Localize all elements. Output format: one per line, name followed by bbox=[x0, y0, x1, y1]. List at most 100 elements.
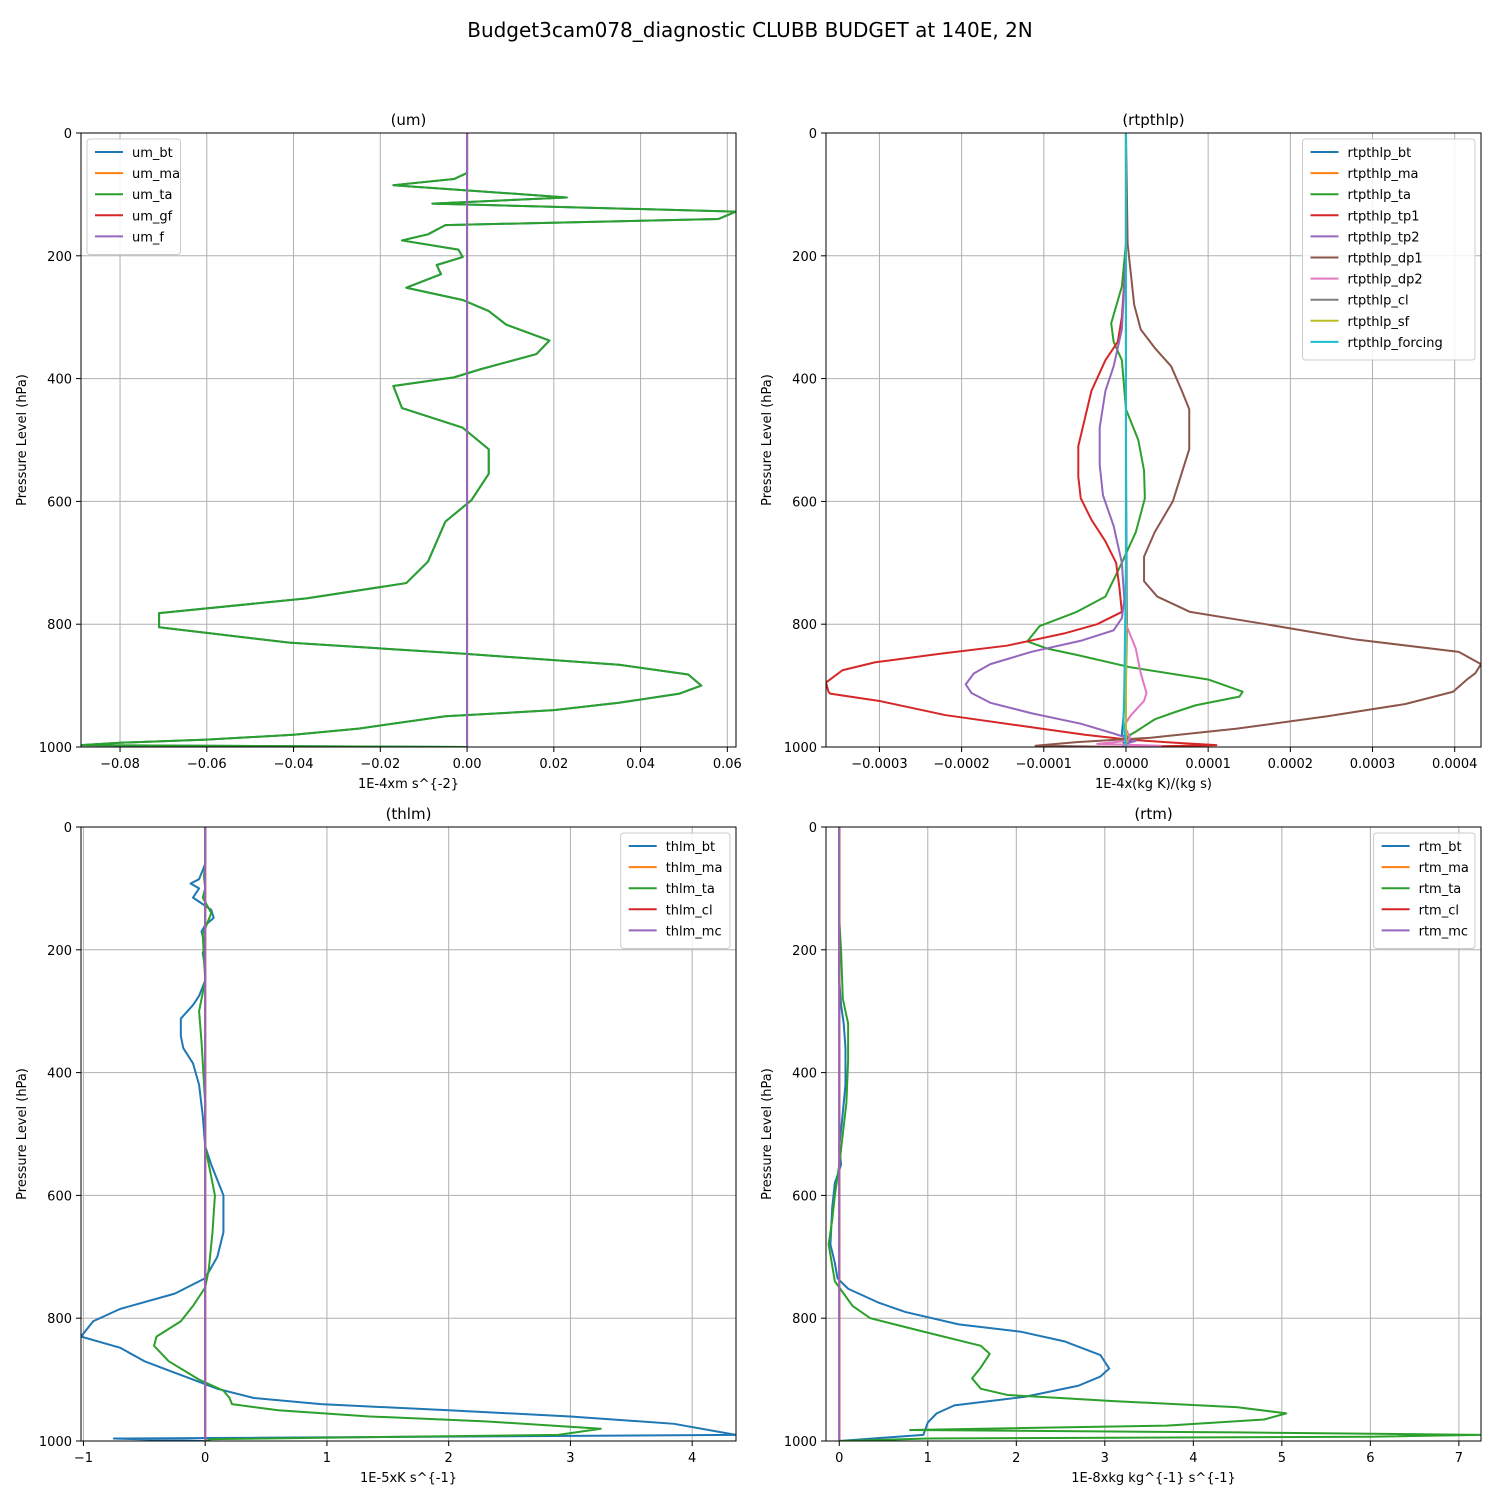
series-line-rtpthlp_forcing bbox=[1122, 133, 1127, 747]
thlm-ytick-label-5: 1000 bbox=[39, 1435, 72, 1450]
um-ytick-label-1: 200 bbox=[47, 250, 72, 265]
thlm-ytick-label-3: 600 bbox=[47, 1189, 72, 1204]
panel-thlm: −1 0 1 2 3 4 0 200 400 600 800 1000 (thlm) 1E-5xK s^{… bbox=[15, 805, 737, 1486]
rtpthlp-series-group bbox=[826, 133, 1481, 747]
um-xtick-label-4: 0.00 bbox=[453, 757, 482, 772]
rtm-axes-frame bbox=[825, 826, 1482, 1442]
series-line-rtpthlp_dp1 bbox=[1034, 133, 1481, 747]
legend-label-um_ma: um_ma bbox=[132, 167, 180, 182]
legend-label-rtpthlp_forcing: rtpthlp_forcing bbox=[1348, 336, 1443, 351]
legend-label-rtpthlp_tp2: rtpthlp_tp2 bbox=[1348, 230, 1420, 245]
legend-label-thlm_mc: thlm_mc bbox=[666, 924, 722, 939]
rtm-xtick-label-4: 4 bbox=[1189, 1451, 1197, 1466]
rtpthlp-ytick-label-0: 0 bbox=[809, 127, 817, 142]
thlm-x-axis-label: 1E-5xK s^{-1} bbox=[360, 1471, 457, 1486]
rtpthlp-xtick-label-5: 0.0002 bbox=[1268, 757, 1314, 772]
rtpthlp-xtick-label-1: −0.0002 bbox=[933, 757, 989, 772]
um-y-axis-label: Pressure Level (hPa) bbox=[15, 374, 30, 506]
legend-label-rtpthlp_dp1: rtpthlp_dp1 bbox=[1348, 252, 1423, 267]
legend-label-thlm_ta: thlm_ta bbox=[666, 882, 715, 897]
thlm-series-group bbox=[81, 827, 736, 1441]
rtm-xtick-label-5: 5 bbox=[1278, 1451, 1286, 1466]
rtpthlp-ytick-label-2: 400 bbox=[792, 373, 817, 388]
rtm-y-axis-label: Pressure Level (hPa) bbox=[760, 1068, 775, 1200]
um-xtick-label-0: −0.08 bbox=[100, 757, 140, 772]
legend-label-rtm_bt: rtm_bt bbox=[1419, 840, 1462, 855]
rtpthlp-axes-frame bbox=[825, 132, 1482, 748]
figure-suptitle: Budget3cam078_diagnostic CLUBB BUDGET at… bbox=[467, 18, 1033, 42]
rtm-legend-frame bbox=[1373, 832, 1476, 949]
um-ytick-label-5: 1000 bbox=[39, 741, 72, 756]
um-legend-frame bbox=[86, 138, 181, 255]
series-line-rtpthlp_tp1 bbox=[826, 133, 1218, 747]
rtm-ytick-label-5: 1000 bbox=[784, 1435, 817, 1450]
legend-label-rtm_mc: rtm_mc bbox=[1419, 924, 1468, 939]
um-ytick-label-3: 600 bbox=[47, 495, 72, 510]
um-panel-title: (um) bbox=[391, 111, 427, 129]
rtm-xtick-label-7: 7 bbox=[1455, 1451, 1463, 1466]
um-xtick-label-2: −0.04 bbox=[274, 757, 314, 772]
legend-label-rtpthlp_sf: rtpthlp_sf bbox=[1348, 315, 1410, 330]
thlm-ytick-label-0: 0 bbox=[64, 821, 72, 836]
um-xtick-label-3: −0.02 bbox=[360, 757, 400, 772]
um-ytick-label-0: 0 bbox=[64, 127, 72, 142]
rtm-xtick-label-2: 2 bbox=[1012, 1451, 1020, 1466]
legend-label-thlm_cl: thlm_cl bbox=[666, 903, 713, 918]
rtm-ytick-label-0: 0 bbox=[809, 821, 817, 836]
panel-rtm: 0 1 2 3 4 5 6 7 0 200 400 600 800 1000 (rtm) 1E-8xkg kg… bbox=[760, 805, 1482, 1486]
legend-label-rtpthlp_dp2: rtpthlp_dp2 bbox=[1348, 273, 1423, 288]
thlm-legend-frame bbox=[620, 832, 731, 949]
rtm-xtick-label-1: 1 bbox=[924, 1451, 932, 1466]
legend-label-um_bt: um_bt bbox=[132, 146, 173, 161]
panel-um: −0.08 −0.06 −0.04 −0.02 0.00 0.02 0.04 0.06 0 200… bbox=[15, 111, 742, 792]
um-legend: um_bt um_ma um_ta um_gf um_f bbox=[86, 138, 181, 255]
panel-rtpthlp: −0.0003 −0.0002 −0.0001 0.0000 0.0001 0.0002 0… bbox=[760, 111, 1482, 792]
rtpthlp-ytick-label-5: 1000 bbox=[784, 741, 817, 756]
um-xtick-label-7: 0.06 bbox=[713, 757, 742, 772]
rtm-ytick-label-2: 400 bbox=[792, 1067, 817, 1082]
rtpthlp-xtick-label-4: 0.0001 bbox=[1185, 757, 1231, 772]
rtpthlp-ytick-label-3: 600 bbox=[792, 495, 817, 510]
rtm-x-axis-label: 1E-8xkg kg^{-1} s^{-1} bbox=[1071, 1471, 1236, 1486]
rtm-series-group bbox=[827, 827, 1481, 1441]
rtm-panel-title: (rtm) bbox=[1134, 805, 1172, 823]
rtpthlp-legend: rtpthlp_bt rtpthlp_ma rtpthlp_ta rtpthlp_tp… bbox=[1302, 138, 1476, 361]
legend-label-um_ta: um_ta bbox=[132, 188, 172, 203]
thlm-ytick-label-2: 400 bbox=[47, 1067, 72, 1082]
thlm-legend: thlm_bt thlm_ma thlm_ta thlm_cl thlm_mc bbox=[620, 832, 731, 949]
rtm-ytick-label-1: 200 bbox=[792, 944, 817, 959]
thlm-xtick-label-1: 0 bbox=[201, 1451, 209, 1466]
legend-label-um_f: um_f bbox=[132, 230, 164, 245]
rtm-legend: rtm_bt rtm_ma rtm_ta rtm_cl rtm_mc bbox=[1373, 832, 1476, 949]
series-line-rtpthlp_tp2 bbox=[964, 133, 1137, 747]
thlm-ytick-label-1: 200 bbox=[47, 944, 72, 959]
thlm-xtick-label-3: 2 bbox=[445, 1451, 453, 1466]
series-line-um_ta bbox=[81, 133, 736, 747]
rtm-ytick-label-3: 600 bbox=[792, 1189, 817, 1204]
um-ytick-label-4: 800 bbox=[47, 618, 72, 633]
legend-label-thlm_bt: thlm_bt bbox=[666, 840, 715, 855]
rtpthlp-xtick-label-7: 0.0004 bbox=[1432, 757, 1478, 772]
um-series-group bbox=[81, 133, 736, 747]
legend-label-um_gf: um_gf bbox=[132, 209, 173, 224]
rtpthlp-x-axis-label: 1E-4x(kg K)/(kg s) bbox=[1095, 777, 1212, 792]
series-line-rtm_ta bbox=[827, 827, 1481, 1441]
legend-label-rtm_cl: rtm_cl bbox=[1419, 903, 1459, 918]
legend-label-rtpthlp_bt: rtpthlp_bt bbox=[1348, 146, 1412, 161]
rtpthlp-xtick-label-0: −0.0003 bbox=[851, 757, 907, 772]
thlm-axes-frame bbox=[80, 826, 737, 1442]
rtpthlp-ytick-label-1: 200 bbox=[792, 250, 817, 265]
rtm-xtick-label-6: 6 bbox=[1366, 1451, 1374, 1466]
legend-label-rtm_ta: rtm_ta bbox=[1419, 882, 1462, 897]
thlm-xtick-label-0: −1 bbox=[74, 1451, 93, 1466]
rtpthlp-xtick-label-2: −0.0001 bbox=[1016, 757, 1072, 772]
rtpthlp-panel-title: (rtpthlp) bbox=[1122, 111, 1184, 129]
rtpthlp-legend-frame bbox=[1302, 138, 1476, 361]
thlm-xtick-label-5: 4 bbox=[688, 1451, 696, 1466]
thlm-y-axis-label: Pressure Level (hPa) bbox=[15, 1068, 30, 1200]
legend-label-rtpthlp_ma: rtpthlp_ma bbox=[1348, 167, 1419, 182]
um-xtick-label-5: 0.02 bbox=[539, 757, 568, 772]
um-xtick-label-1: −0.06 bbox=[187, 757, 227, 772]
